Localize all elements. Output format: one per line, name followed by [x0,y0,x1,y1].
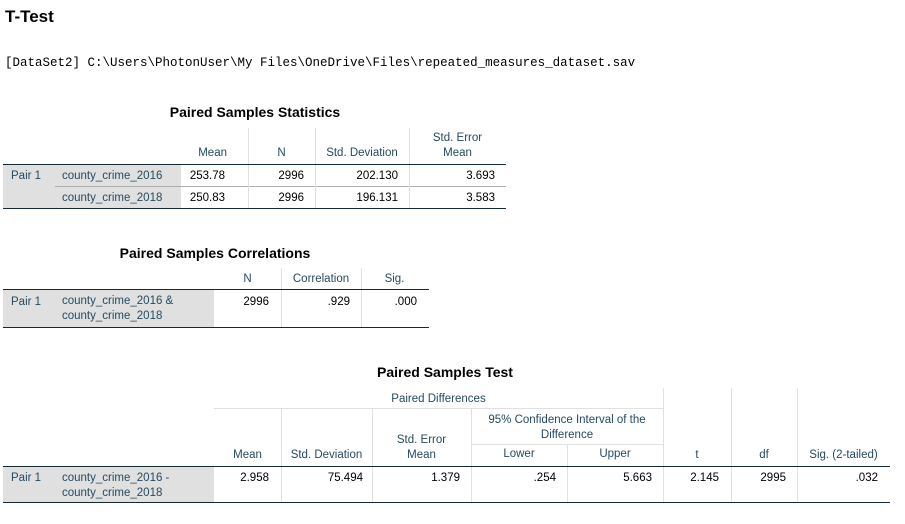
column-header: N [277,147,286,159]
column-header: Mean [198,147,227,159]
variable-name: county_crime_2016 [62,170,163,182]
std-error-value: 1.379 [431,472,460,484]
ci-header: 95% Confidence Interval of the Differenc… [488,414,646,441]
table-title: Paired Samples Statistics [169,104,341,120]
n-value: 2996 [243,296,269,308]
correlation-value: .929 [327,296,350,308]
mean-value: 253.78 [189,170,225,182]
rule [3,164,506,165]
lower-value: .254 [533,472,556,484]
row-label-background [3,290,214,327]
std-error-value: 3.583 [466,192,495,204]
sig-2-tailed-value: .032 [855,472,878,484]
divider [409,165,410,208]
mean-value: 2.958 [240,472,269,484]
divider [315,165,316,208]
rule [3,289,429,290]
std-deviation-value: 75.494 [327,472,363,484]
column-header: Mean [233,449,262,461]
variable-name: county_crime_2018 [62,192,163,204]
pair-label: Pair 1 [11,296,42,308]
divider [663,388,664,466]
column-header: t [695,449,699,461]
t-value: 2.145 [690,472,719,484]
rule [3,208,506,209]
n-value: 2996 [278,170,304,182]
rule [3,502,890,503]
std-deviation-value: 202.130 [356,170,398,182]
dataset-path: [DataSet2] C:\Users\PhotonUser\My Files\… [5,56,636,70]
divider [731,388,732,466]
table-title: Paired Samples Test [377,364,513,380]
divider [409,128,410,164]
rule [3,327,429,328]
column-header: Lower [503,448,535,460]
divider [281,467,282,503]
divider [372,408,373,466]
divider [281,408,282,466]
column-header: N [243,273,252,285]
divider [281,268,282,289]
divider [281,290,282,327]
pair-label: Pair 1 [11,472,42,484]
page-title: T-Test [5,7,54,26]
df-value: 2995 [760,472,786,484]
divider [361,268,362,289]
std-error-value: 3.693 [466,170,495,182]
divider [567,467,568,503]
divider [471,467,472,503]
column-header: Std. Error Mean [396,434,447,461]
rule [55,186,506,187]
sig-value: .000 [394,296,417,308]
n-value: 2996 [278,192,304,204]
column-header: Std. Error Mean [432,132,483,159]
divider [248,128,249,164]
divider [797,388,798,466]
column-header: Correlation [292,273,350,285]
pair-label: Pair 1 [11,170,42,182]
divider [248,165,249,208]
column-header: Sig. (2-tailed) [809,449,878,461]
group-header: Paired Differences [391,393,486,405]
divider [361,290,362,327]
column-header: Std. Deviation [326,147,398,159]
column-header: Upper [599,448,631,460]
divider [731,467,732,503]
rule [214,408,663,409]
column-header: Sig. [384,273,405,285]
table-title: Paired Samples Correlations [119,245,311,261]
divider [567,444,568,466]
divider [471,408,472,466]
std-deviation-value: 196.131 [356,192,398,204]
mean-value: 250.83 [189,192,225,204]
rule [3,466,890,467]
row-label-background [3,467,214,503]
variable-pair: county_crime_2016 & county_crime_2018 [62,295,174,322]
upper-value: 5.663 [623,472,652,484]
divider [315,128,316,164]
divider [663,467,664,503]
column-header: Std. Deviation [290,449,363,461]
column-header: df [759,449,769,461]
divider [372,467,373,503]
variable-pair: county_crime_2016 - county_crime_2018 [62,472,170,499]
divider [797,467,798,503]
